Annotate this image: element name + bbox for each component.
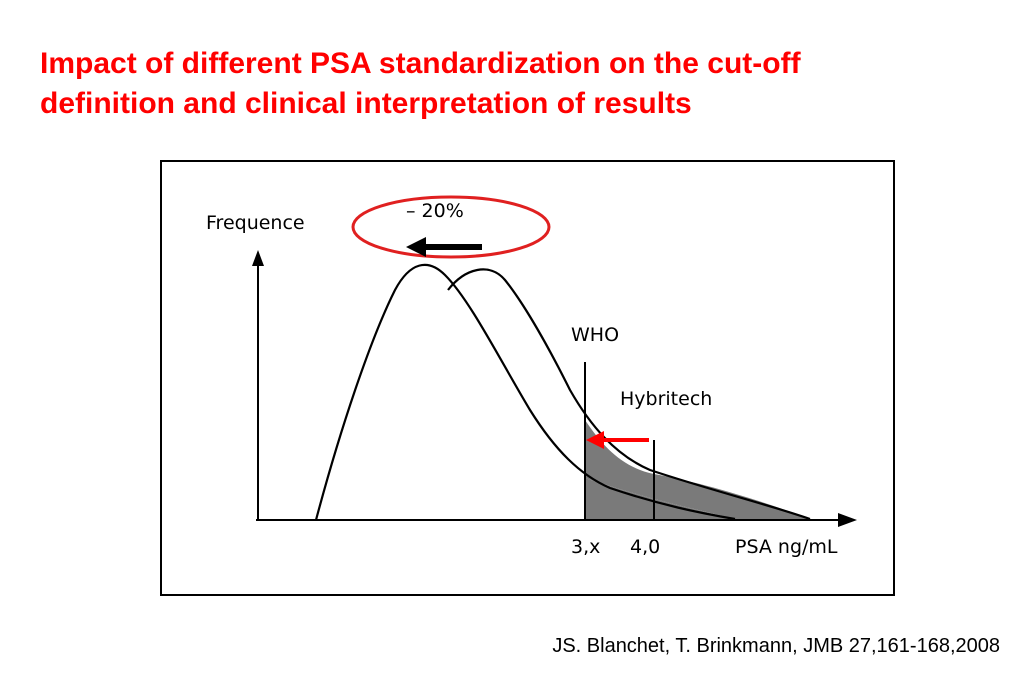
slide-title: Impact of different PSA standardization … bbox=[40, 44, 1000, 124]
who-cutoff-label: WHO bbox=[571, 324, 619, 346]
y-axis-label: Frequence bbox=[206, 212, 305, 234]
slide-title-line-1: Impact of different PSA standardization … bbox=[40, 47, 801, 80]
y-axis-arrowhead bbox=[252, 250, 264, 266]
red-left-arrow-icon bbox=[586, 431, 649, 449]
figure-frame bbox=[160, 160, 895, 596]
citation: JS. Blanchet, T. Brinkmann, JMB 27,161-1… bbox=[552, 635, 1000, 657]
x-axis-arrowhead bbox=[838, 513, 857, 527]
x-axis-label: PSA ng/mL bbox=[735, 536, 838, 558]
shaded-area-lower bbox=[585, 478, 735, 519]
shift-percentage-label: – 20% bbox=[406, 200, 464, 222]
hybritech-distribution-curve bbox=[447, 268, 811, 521]
shift-highlight-ellipse bbox=[351, 195, 551, 259]
hybritech-cutoff-tick-label: 4,0 bbox=[630, 536, 660, 558]
shaded-misclassified-area bbox=[585, 420, 810, 519]
hybritech-cutoff-label: Hybritech bbox=[620, 388, 712, 410]
who-distribution-curve bbox=[314, 263, 736, 521]
slide-title-line-2: definition and clinical interpretation o… bbox=[40, 87, 692, 120]
black-left-arrow-icon bbox=[406, 237, 482, 257]
who-cutoff-tick-label: 3,x bbox=[571, 536, 600, 558]
